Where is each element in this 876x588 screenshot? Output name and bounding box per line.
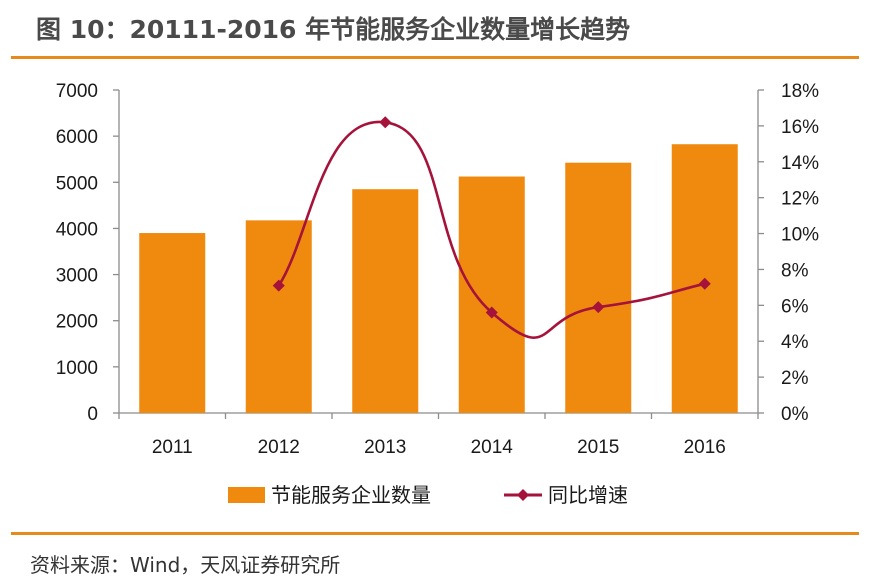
right-axis-tick-label: 10% — [781, 225, 819, 246]
right-axis-tick-label: 12% — [781, 189, 819, 210]
right-axis-tick-label: 6% — [781, 296, 809, 317]
x-axis-tick-label: 2015 — [577, 437, 619, 458]
left-axis-tick-label: 6000 — [56, 127, 98, 148]
left-axis-tick-label: 2000 — [56, 312, 98, 333]
line-point — [272, 279, 285, 292]
tick-labels: 0 1000 2000 3000 4000 5000 6000 7000 0% 2% 4% 6% 8% 1… — [56, 81, 819, 458]
right-axis-tick-label: 8% — [781, 260, 809, 281]
x-axis-tick-label: 2016 — [684, 437, 726, 458]
legend-label-line: 同比增速 — [548, 483, 628, 507]
x-axis-tick-label: 2014 — [471, 437, 514, 458]
bar — [139, 233, 206, 413]
legend-swatch-bar — [228, 487, 265, 503]
legend: 节能服务企业数量 同比增速 — [228, 483, 628, 507]
right-axis-tick-label: 4% — [781, 332, 809, 353]
title-divider — [11, 56, 859, 59]
left-axis-tick-label: 4000 — [56, 219, 98, 240]
bar-series — [139, 144, 738, 414]
legend-label-bar: 节能服务企业数量 — [271, 483, 431, 507]
left-axis-tick-label: 0 — [87, 404, 98, 425]
footer-divider — [11, 532, 859, 535]
source-note: 资料来源：Wind，天风证券研究所 — [30, 553, 341, 577]
legend-swatch-marker — [517, 489, 529, 501]
x-axis-tick-label: 2012 — [258, 437, 300, 458]
line-point — [592, 301, 605, 314]
chart-title: 图 10：20111-2016 年节能服务企业数量增长趋势 — [36, 15, 631, 44]
right-axis-tick-label: 18% — [781, 81, 819, 102]
left-axis-tick-label: 3000 — [56, 266, 98, 287]
line-point — [485, 306, 498, 319]
bar — [352, 189, 419, 413]
bar — [245, 220, 312, 413]
x-axis-tick-label: 2011 — [152, 437, 193, 458]
axes — [113, 89, 764, 419]
left-axis-tick-label: 5000 — [56, 173, 98, 194]
line-point — [379, 116, 392, 129]
right-axis-tick-label: 14% — [781, 153, 819, 174]
bar — [565, 162, 632, 413]
right-axis-tick-label: 2% — [781, 368, 809, 389]
right-axis-tick-label: 0% — [781, 404, 809, 425]
left-axis-tick-label: 7000 — [56, 81, 98, 102]
line-series — [272, 116, 711, 339]
growth-line — [277, 120, 706, 339]
x-axis-tick-label: 2013 — [364, 437, 406, 458]
line-point — [698, 277, 711, 290]
combo-chart: 0 1000 2000 3000 4000 5000 6000 7000 0% 2% 4% 6% 8% 1… — [56, 81, 819, 507]
bar — [458, 176, 525, 413]
left-axis-tick-label: 1000 — [56, 358, 98, 379]
right-axis-tick-label: 16% — [781, 117, 819, 138]
